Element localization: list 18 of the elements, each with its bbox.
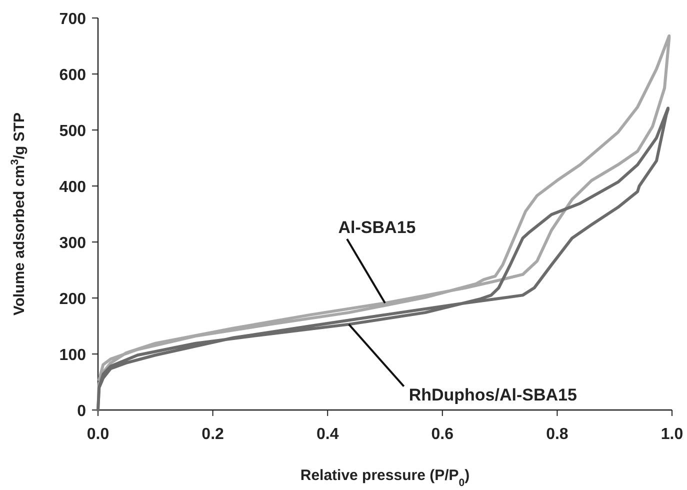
- y-tick-label: 600: [59, 67, 86, 84]
- y-tick-label: 200: [59, 291, 86, 308]
- y-tick-label: 0: [77, 403, 86, 420]
- x-tick-label: 0.6: [431, 426, 454, 443]
- x-axis-title: Relative pressure (P/P$_{0}$): [300, 467, 470, 489]
- y-tick-label: 500: [59, 123, 86, 140]
- y-tick-label: 300: [59, 235, 86, 252]
- x-tick-label: 0.4: [316, 426, 339, 443]
- y-tick-label: 100: [59, 347, 86, 364]
- y-tick-label: 400: [59, 179, 86, 196]
- x-tick-label: 0.8: [546, 426, 568, 443]
- x-tick-label: 0.2: [202, 426, 224, 443]
- text: RhDuphos/Al-SBA15: [408, 385, 577, 404]
- x-tick-label: 1.0: [660, 426, 684, 443]
- y-tick-label: 700: [59, 11, 86, 28]
- x-tick-label: 0.0: [86, 426, 110, 443]
- line-series: [96, 106, 670, 412]
- text: Al-SBA15: [338, 218, 416, 238]
